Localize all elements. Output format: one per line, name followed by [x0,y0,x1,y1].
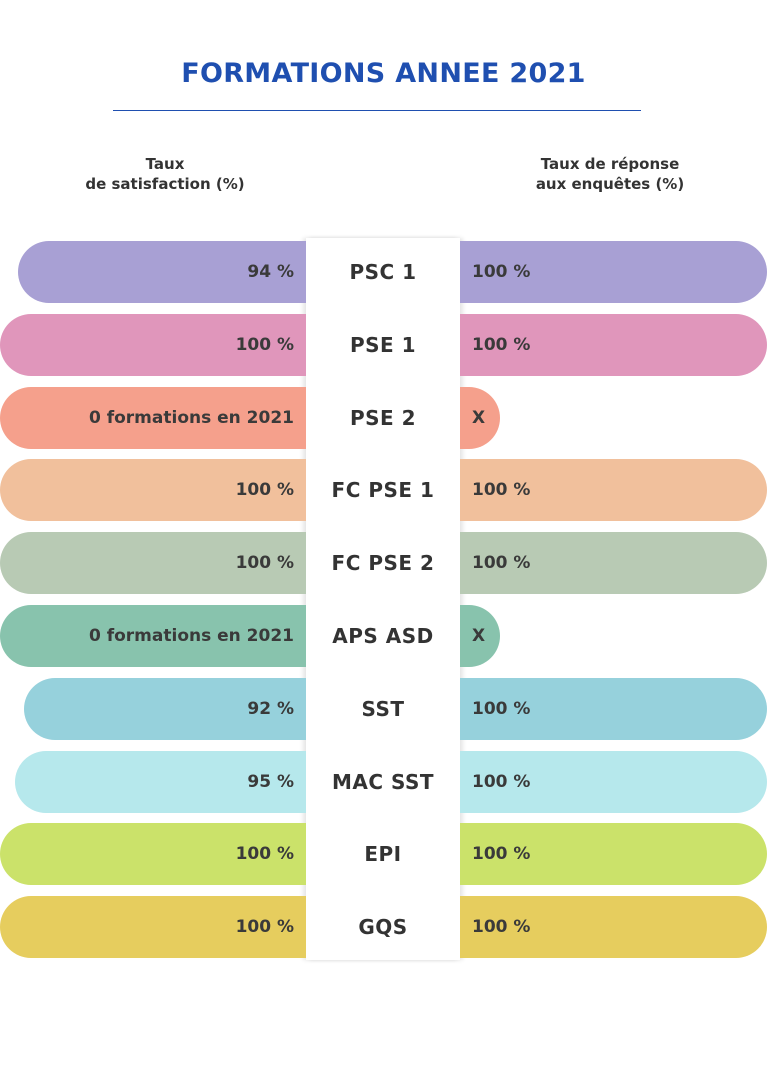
category-label-fc-pse-1: FC PSE 1 [331,478,435,502]
response-label-aps-asd: X [472,626,486,646]
satisfaction-bar-psc-1: 94 % [18,241,306,303]
response-heading: Taux de réponse aux enquêtes (%) [480,154,740,194]
satisfaction-label-fc-pse-2: 100 % [235,553,294,573]
response-bar-fc-pse-1: 100 % [460,459,767,521]
response-bar-pse-1: 100 % [460,314,767,376]
satisfaction-bar-fc-pse-1: 100 % [0,459,306,521]
response-label-fc-pse-1: 100 % [472,480,531,500]
response-label-gqs: 100 % [472,917,531,937]
response-label-fc-pse-2: 100 % [472,553,531,573]
satisfaction-label-pse-1: 100 % [235,335,294,355]
satisfaction-bar-fc-pse-2: 100 % [0,532,306,594]
satisfaction-heading-line-1: Taux [145,155,185,173]
satisfaction-bar-epi: 100 % [0,823,306,885]
page-title: FORMATIONS ANNEE 2021 [181,58,586,89]
satisfaction-label-pse-2: 0 formations en 2021 [88,408,294,428]
category-label-pse-1: PSE 1 [349,333,417,357]
category-label-mac-sst: MAC SST [331,770,435,794]
category-label-fc-pse-2: FC PSE 2 [331,551,435,575]
response-label-mac-sst: 100 % [472,772,531,792]
satisfaction-bar-mac-sst: 95 % [15,751,306,813]
category-label-sst: SST [361,697,405,721]
response-bar-aps-asd: X [460,605,500,667]
satisfaction-label-sst: 92 % [247,699,294,719]
response-label-pse-2: X [472,408,486,428]
category-label-epi: EPI [364,842,402,866]
category-label-aps-asd: APS ASD [332,624,434,648]
satisfaction-label-psc-1: 94 % [247,262,294,282]
satisfaction-label-mac-sst: 95 % [247,772,294,792]
response-heading-line-2: aux enquêtes (%) [535,175,685,193]
response-label-sst: 100 % [472,699,531,719]
response-heading-line-1: Taux de réponse [540,155,680,173]
response-label-psc-1: 100 % [472,262,531,282]
satisfaction-heading-line-2: de satisfaction (%) [85,175,245,193]
response-label-pse-1: 100 % [472,335,531,355]
satisfaction-label-fc-pse-1: 100 % [235,480,294,500]
response-bar-mac-sst: 100 % [460,751,767,813]
satisfaction-bar-gqs: 100 % [0,896,306,958]
category-label-psc-1: PSC 1 [349,260,417,284]
response-bar-gqs: 100 % [460,896,767,958]
category-column [306,238,460,960]
response-bar-sst: 100 % [460,678,767,740]
response-bar-pse-2: X [460,387,500,449]
satisfaction-heading: Taux de satisfaction (%) [40,154,290,194]
category-label-pse-2: PSE 2 [349,406,417,430]
satisfaction-label-aps-asd: 0 formations en 2021 [88,626,294,646]
category-label-gqs: GQS [358,915,408,939]
response-bar-psc-1: 100 % [460,241,767,303]
satisfaction-label-gqs: 100 % [235,917,294,937]
satisfaction-label-epi: 100 % [235,844,294,864]
satisfaction-bar-aps-asd: 0 formations en 2021 [0,605,306,667]
response-bar-fc-pse-2: 100 % [460,532,767,594]
title-underline [113,110,641,111]
response-bar-epi: 100 % [460,823,767,885]
satisfaction-bar-pse-2: 0 formations en 2021 [0,387,306,449]
satisfaction-bar-pse-1: 100 % [0,314,306,376]
satisfaction-bar-sst: 92 % [24,678,306,740]
response-label-epi: 100 % [472,844,531,864]
